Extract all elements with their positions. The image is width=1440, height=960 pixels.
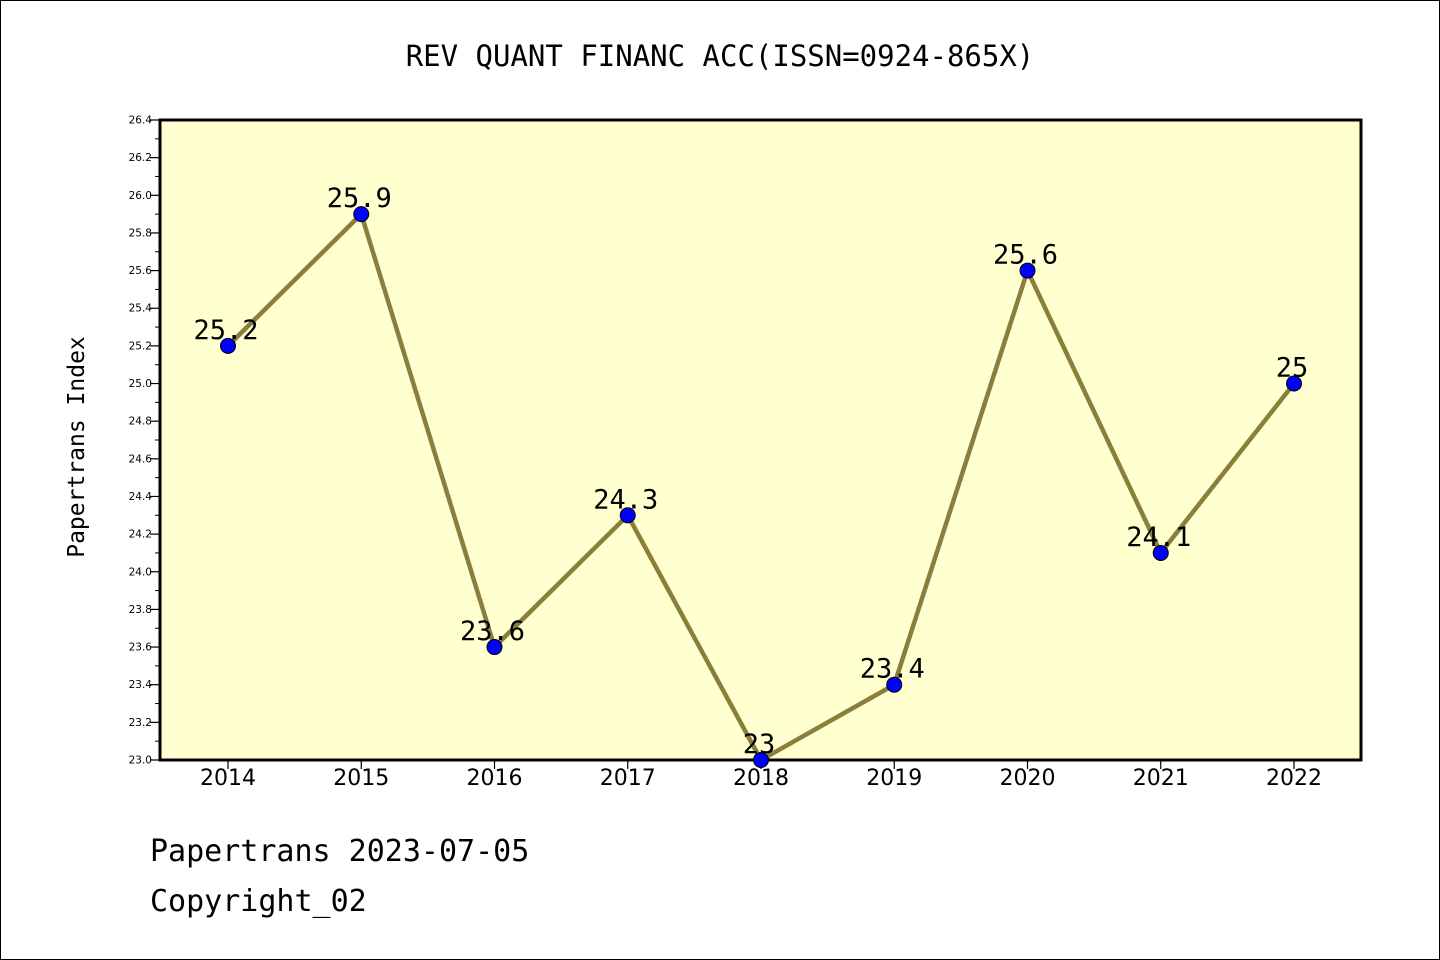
x-tick-label: 2014 — [200, 766, 256, 791]
y-tick-label: 24.8 — [129, 416, 152, 428]
footer-copyright-text: Copyright_02 — [150, 884, 367, 919]
data-label: 25 — [1276, 353, 1309, 384]
y-tick-label: 23.4 — [129, 679, 153, 691]
x-tick-label: 2022 — [1266, 766, 1322, 791]
y-tick-label: 24.0 — [129, 566, 152, 578]
series-group: 25.2 25.9 23.6 24.3 23 23.4 25.6 24.1 25 — [193, 183, 1309, 768]
y-tick-label: 23.2 — [129, 717, 152, 729]
data-label: 25.9 — [327, 183, 392, 214]
data-label: 23 — [743, 729, 776, 760]
y-tick-label: 25.0 — [129, 378, 152, 390]
data-point-marker — [619, 507, 636, 524]
y-axis-label: Papertrans Index — [64, 336, 90, 558]
data-point-marker — [220, 337, 236, 354]
data-label: 25.2 — [193, 315, 258, 346]
x-tick-label: 2015 — [333, 766, 389, 791]
data-point-marker — [1286, 375, 1302, 392]
data-label: 24.3 — [593, 484, 658, 515]
y-tick-label: 26.2 — [129, 152, 152, 164]
y-tick-label: 24.4 — [129, 491, 153, 503]
y-tick-label: 24.2 — [129, 529, 152, 541]
data-label: 23.4 — [860, 654, 925, 685]
y-tick-label: 25.2 — [129, 340, 152, 352]
y-tick-label: 23.0 — [129, 755, 152, 767]
y-axis-ticks: 23.0 23.2 23.4 23.6 23.8 24.0 24.2 24.4 24.6 24.8… — [129, 115, 160, 767]
y-tick-label: 23.8 — [129, 604, 152, 616]
y-tick-label: 23.6 — [129, 642, 153, 654]
data-label: 23.6 — [460, 616, 525, 647]
data-point-marker — [1019, 262, 1036, 279]
data-point-marker — [353, 206, 370, 223]
y-tick-label: 26.0 — [129, 190, 152, 202]
y-tick-label: 25.4 — [129, 303, 153, 315]
x-tick-label: 2021 — [1133, 766, 1189, 791]
data-point-marker — [486, 639, 503, 656]
y-tick-label: 24.6 — [129, 453, 153, 465]
data-point-marker — [1152, 544, 1169, 561]
data-point-marker — [753, 752, 769, 768]
y-tick-label: 26.4 — [129, 115, 153, 127]
data-label: 24.1 — [1126, 522, 1191, 553]
y-tick-label: 25.6 — [129, 265, 153, 277]
data-label: 25.6 — [993, 240, 1058, 271]
footer-date-text: Papertrans 2023-07-05 — [150, 834, 530, 869]
chart-title: REV QUANT FINANC ACC(ISSN=0924-865X) — [406, 39, 1035, 73]
x-tick-label: 2017 — [600, 766, 656, 791]
x-tick-label: 2019 — [866, 766, 922, 791]
y-tick-label: 25.8 — [129, 227, 152, 239]
x-axis-ticks: 2014 2015 2016 2017 2018 2019 2020 2021 2022 — [200, 760, 1322, 791]
data-point-marker — [886, 676, 903, 693]
x-tick-label: 2018 — [733, 766, 789, 791]
x-tick-label: 2016 — [467, 766, 523, 791]
x-tick-label: 2020 — [1000, 766, 1056, 791]
plot-area — [158, 118, 1363, 762]
